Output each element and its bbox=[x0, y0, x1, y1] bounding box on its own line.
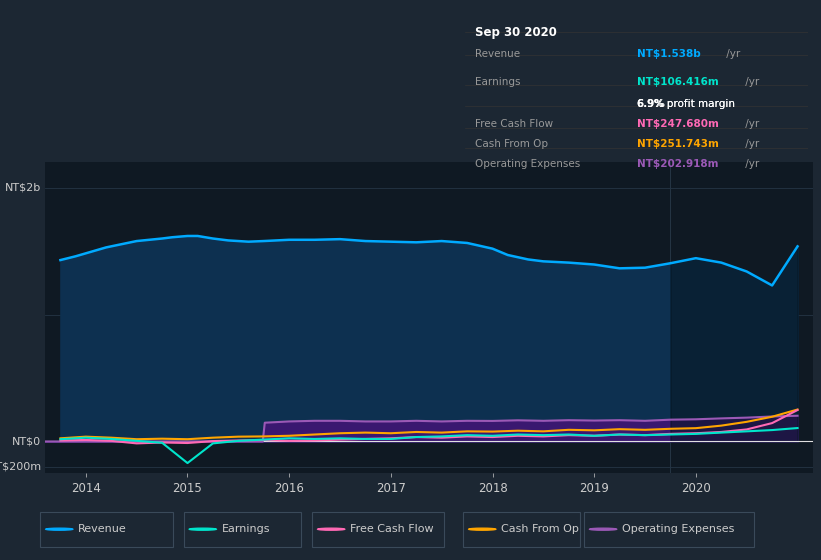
Circle shape bbox=[46, 528, 73, 530]
Text: 6.9% profit margin: 6.9% profit margin bbox=[636, 99, 735, 109]
Circle shape bbox=[469, 528, 496, 530]
Text: NT$202.918m: NT$202.918m bbox=[636, 159, 718, 169]
Text: 6.9%: 6.9% bbox=[636, 99, 665, 109]
Circle shape bbox=[589, 528, 617, 530]
Text: Operating Expenses: Operating Expenses bbox=[475, 159, 580, 169]
Text: /yr: /yr bbox=[723, 49, 741, 59]
Text: Sep 30 2020: Sep 30 2020 bbox=[475, 26, 557, 39]
Text: 6.9% profit margin: 6.9% profit margin bbox=[636, 99, 735, 109]
Text: /yr: /yr bbox=[742, 159, 759, 169]
Text: NT$247.680m: NT$247.680m bbox=[636, 119, 718, 129]
Text: /yr: /yr bbox=[742, 119, 759, 129]
Text: Revenue: Revenue bbox=[475, 49, 521, 59]
Text: Operating Expenses: Operating Expenses bbox=[622, 524, 734, 534]
Text: Revenue: Revenue bbox=[78, 524, 127, 534]
Text: /yr: /yr bbox=[742, 139, 759, 149]
Circle shape bbox=[318, 528, 345, 530]
Text: /yr: /yr bbox=[742, 77, 759, 87]
Text: Cash From Op: Cash From Op bbox=[501, 524, 579, 534]
Text: -NT$200m: -NT$200m bbox=[0, 462, 41, 472]
Text: Earnings: Earnings bbox=[475, 77, 521, 87]
Text: Cash From Op: Cash From Op bbox=[475, 139, 548, 149]
Text: NT$251.743m: NT$251.743m bbox=[636, 139, 718, 149]
Text: Earnings: Earnings bbox=[222, 524, 270, 534]
Text: NT$2b: NT$2b bbox=[5, 183, 41, 193]
Text: Free Cash Flow: Free Cash Flow bbox=[475, 119, 553, 129]
Text: NT$1.538b: NT$1.538b bbox=[636, 49, 700, 59]
Text: NT$0: NT$0 bbox=[12, 436, 41, 446]
Circle shape bbox=[189, 528, 217, 530]
Text: Free Cash Flow: Free Cash Flow bbox=[350, 524, 433, 534]
Text: NT$106.416m: NT$106.416m bbox=[636, 77, 718, 87]
